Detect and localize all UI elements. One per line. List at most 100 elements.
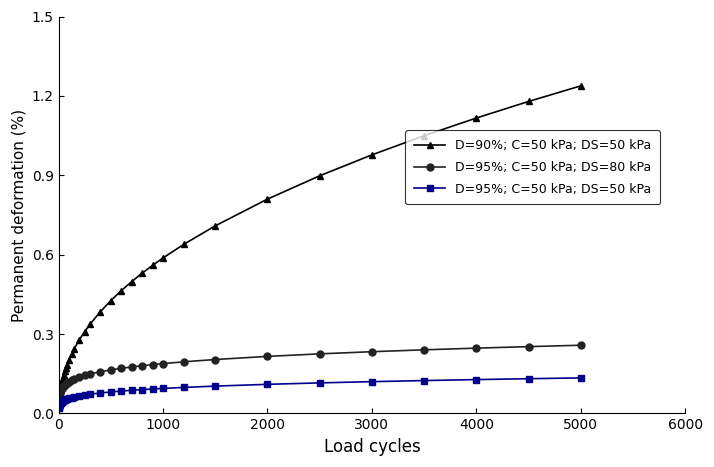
D=95%; C=50 kPa; DS=80 kPa: [117, 366, 126, 371]
D=95%; C=50 kPa; DS=50 kPa: [56, 401, 64, 407]
D=90%; C=50 kPa; DS=50 kPa: [55, 392, 64, 398]
D=95%; C=50 kPa; DS=50 kPa: [54, 404, 63, 410]
D=95%; C=50 kPa; DS=50 kPa: [61, 397, 69, 403]
D=90%; C=50 kPa; DS=50 kPa: [57, 380, 66, 386]
D=95%; C=50 kPa; DS=80 kPa: [61, 382, 69, 388]
D=95%; C=50 kPa; DS=80 kPa: [55, 391, 64, 396]
D=95%; C=50 kPa; DS=80 kPa: [65, 379, 74, 384]
D=95%; C=50 kPa; DS=80 kPa: [55, 392, 64, 398]
D=95%; C=50 kPa; DS=80 kPa: [180, 359, 188, 365]
D=90%; C=50 kPa; DS=50 kPa: [86, 322, 94, 327]
D=95%; C=50 kPa; DS=50 kPa: [138, 387, 146, 392]
D=95%; C=50 kPa; DS=50 kPa: [180, 385, 188, 390]
D=95%; C=50 kPa; DS=50 kPa: [472, 377, 481, 382]
D=95%; C=50 kPa; DS=80 kPa: [159, 361, 167, 367]
D=95%; C=50 kPa; DS=80 kPa: [58, 385, 66, 390]
D=95%; C=50 kPa; DS=80 kPa: [55, 394, 64, 399]
D=95%; C=50 kPa; DS=50 kPa: [55, 402, 64, 407]
Line: D=90%; C=50 kPa; DS=50 kPa: D=90%; C=50 kPa; DS=50 kPa: [55, 82, 584, 410]
D=90%; C=50 kPa; DS=50 kPa: [577, 83, 585, 89]
Y-axis label: Permanent deformation (%): Permanent deformation (%): [11, 108, 26, 322]
D=90%; C=50 kPa; DS=50 kPa: [56, 385, 65, 391]
D=95%; C=50 kPa; DS=50 kPa: [55, 403, 64, 409]
D=95%; C=50 kPa; DS=50 kPa: [59, 398, 67, 404]
D=95%; C=50 kPa; DS=50 kPa: [577, 375, 585, 381]
D=90%; C=50 kPa; DS=50 kPa: [58, 378, 66, 383]
D=95%; C=50 kPa; DS=50 kPa: [54, 403, 63, 409]
D=95%; C=50 kPa; DS=80 kPa: [67, 377, 76, 383]
D=95%; C=50 kPa; DS=80 kPa: [55, 391, 64, 397]
D=90%; C=50 kPa; DS=50 kPa: [368, 152, 376, 158]
D=90%; C=50 kPa; DS=50 kPa: [81, 329, 89, 334]
D=95%; C=50 kPa; DS=50 kPa: [55, 403, 64, 408]
D=90%; C=50 kPa; DS=50 kPa: [54, 404, 63, 410]
D=95%; C=50 kPa; DS=80 kPa: [263, 354, 272, 359]
D=95%; C=50 kPa; DS=80 kPa: [524, 344, 533, 349]
D=95%; C=50 kPa; DS=50 kPa: [56, 400, 65, 406]
D=90%; C=50 kPa; DS=50 kPa: [55, 394, 64, 400]
D=95%; C=50 kPa; DS=50 kPa: [75, 393, 84, 399]
D=95%; C=50 kPa; DS=80 kPa: [81, 373, 89, 378]
Line: D=95%; C=50 kPa; DS=80 kPa: D=95%; C=50 kPa; DS=80 kPa: [55, 342, 584, 404]
D=95%; C=50 kPa; DS=80 kPa: [420, 347, 428, 353]
D=95%; C=50 kPa; DS=80 kPa: [57, 385, 66, 391]
D=90%; C=50 kPa; DS=50 kPa: [524, 99, 533, 104]
D=95%; C=50 kPa; DS=50 kPa: [70, 394, 79, 400]
D=95%; C=50 kPa; DS=80 kPa: [56, 389, 64, 395]
D=90%; C=50 kPa; DS=50 kPa: [117, 288, 126, 294]
D=95%; C=50 kPa; DS=80 kPa: [211, 357, 219, 362]
D=95%; C=50 kPa; DS=50 kPa: [55, 402, 64, 407]
D=95%; C=50 kPa; DS=80 kPa: [368, 349, 376, 354]
D=90%; C=50 kPa; DS=50 kPa: [59, 375, 67, 381]
D=95%; C=50 kPa; DS=50 kPa: [54, 405, 63, 410]
D=95%; C=50 kPa; DS=80 kPa: [149, 362, 157, 368]
D=95%; C=50 kPa; DS=80 kPa: [138, 363, 146, 368]
D=95%; C=50 kPa; DS=50 kPa: [65, 396, 74, 401]
D=95%; C=50 kPa; DS=80 kPa: [55, 390, 64, 396]
D=95%; C=50 kPa; DS=50 kPa: [67, 395, 76, 400]
D=90%; C=50 kPa; DS=50 kPa: [54, 400, 63, 406]
D=95%; C=50 kPa; DS=50 kPa: [61, 396, 70, 402]
D=95%; C=50 kPa; DS=50 kPa: [127, 388, 136, 393]
D=90%; C=50 kPa; DS=50 kPa: [54, 402, 63, 408]
D=95%; C=50 kPa; DS=80 kPa: [577, 342, 585, 348]
D=90%; C=50 kPa; DS=50 kPa: [263, 196, 272, 202]
Line: D=95%; C=50 kPa; DS=50 kPa: D=95%; C=50 kPa; DS=50 kPa: [55, 375, 584, 411]
D=90%; C=50 kPa; DS=50 kPa: [61, 368, 69, 374]
D=95%; C=50 kPa; DS=80 kPa: [127, 364, 136, 370]
D=95%; C=50 kPa; DS=50 kPa: [316, 380, 324, 386]
D=95%; C=50 kPa; DS=80 kPa: [57, 386, 66, 392]
D=90%; C=50 kPa; DS=50 kPa: [56, 387, 65, 392]
D=95%; C=50 kPa; DS=80 kPa: [96, 369, 104, 375]
Legend: D=90%; C=50 kPa; DS=50 kPa, D=95%; C=50 kPa; DS=80 kPa, D=95%; C=50 kPa; DS=50 k: D=90%; C=50 kPa; DS=50 kPa, D=95%; C=50 …: [406, 130, 660, 205]
D=95%; C=50 kPa; DS=80 kPa: [56, 389, 64, 395]
D=95%; C=50 kPa; DS=50 kPa: [56, 401, 64, 406]
D=95%; C=50 kPa; DS=50 kPa: [211, 383, 219, 389]
D=90%; C=50 kPa; DS=50 kPa: [138, 270, 146, 276]
D=95%; C=50 kPa; DS=50 kPa: [86, 391, 94, 397]
D=90%; C=50 kPa; DS=50 kPa: [106, 298, 115, 304]
D=95%; C=50 kPa; DS=50 kPa: [368, 379, 376, 384]
D=90%; C=50 kPa; DS=50 kPa: [67, 351, 76, 357]
D=95%; C=50 kPa; DS=80 kPa: [54, 396, 63, 402]
D=95%; C=50 kPa; DS=80 kPa: [75, 374, 84, 380]
D=90%; C=50 kPa; DS=50 kPa: [127, 279, 136, 284]
D=95%; C=50 kPa; DS=50 kPa: [56, 400, 65, 406]
D=90%; C=50 kPa; DS=50 kPa: [55, 399, 64, 404]
D=95%; C=50 kPa; DS=80 kPa: [56, 388, 65, 393]
D=95%; C=50 kPa; DS=50 kPa: [59, 397, 68, 403]
D=95%; C=50 kPa; DS=80 kPa: [70, 376, 79, 382]
D=95%; C=50 kPa; DS=50 kPa: [57, 399, 66, 405]
D=90%; C=50 kPa; DS=50 kPa: [65, 357, 74, 363]
D=95%; C=50 kPa; DS=50 kPa: [58, 399, 66, 404]
D=95%; C=50 kPa; DS=80 kPa: [316, 351, 324, 357]
D=95%; C=50 kPa; DS=80 kPa: [106, 367, 115, 373]
D=95%; C=50 kPa; DS=80 kPa: [86, 371, 94, 377]
D=90%; C=50 kPa; DS=50 kPa: [56, 389, 64, 395]
D=95%; C=50 kPa; DS=80 kPa: [54, 395, 63, 400]
D=90%; C=50 kPa; DS=50 kPa: [55, 397, 64, 403]
D=90%; C=50 kPa; DS=50 kPa: [63, 362, 71, 368]
D=95%; C=50 kPa; DS=50 kPa: [57, 399, 66, 404]
D=95%; C=50 kPa; DS=80 kPa: [63, 380, 71, 386]
D=95%; C=50 kPa; DS=50 kPa: [117, 388, 126, 394]
